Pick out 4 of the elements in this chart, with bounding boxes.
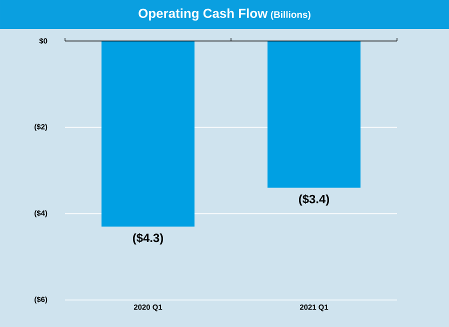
data-label: ($4.3) <box>132 233 164 244</box>
chart-title: Operating Cash Flow <box>138 8 268 21</box>
data-label: ($3.4) <box>298 194 330 206</box>
chart-subtitle: (Billions) <box>270 10 310 20</box>
